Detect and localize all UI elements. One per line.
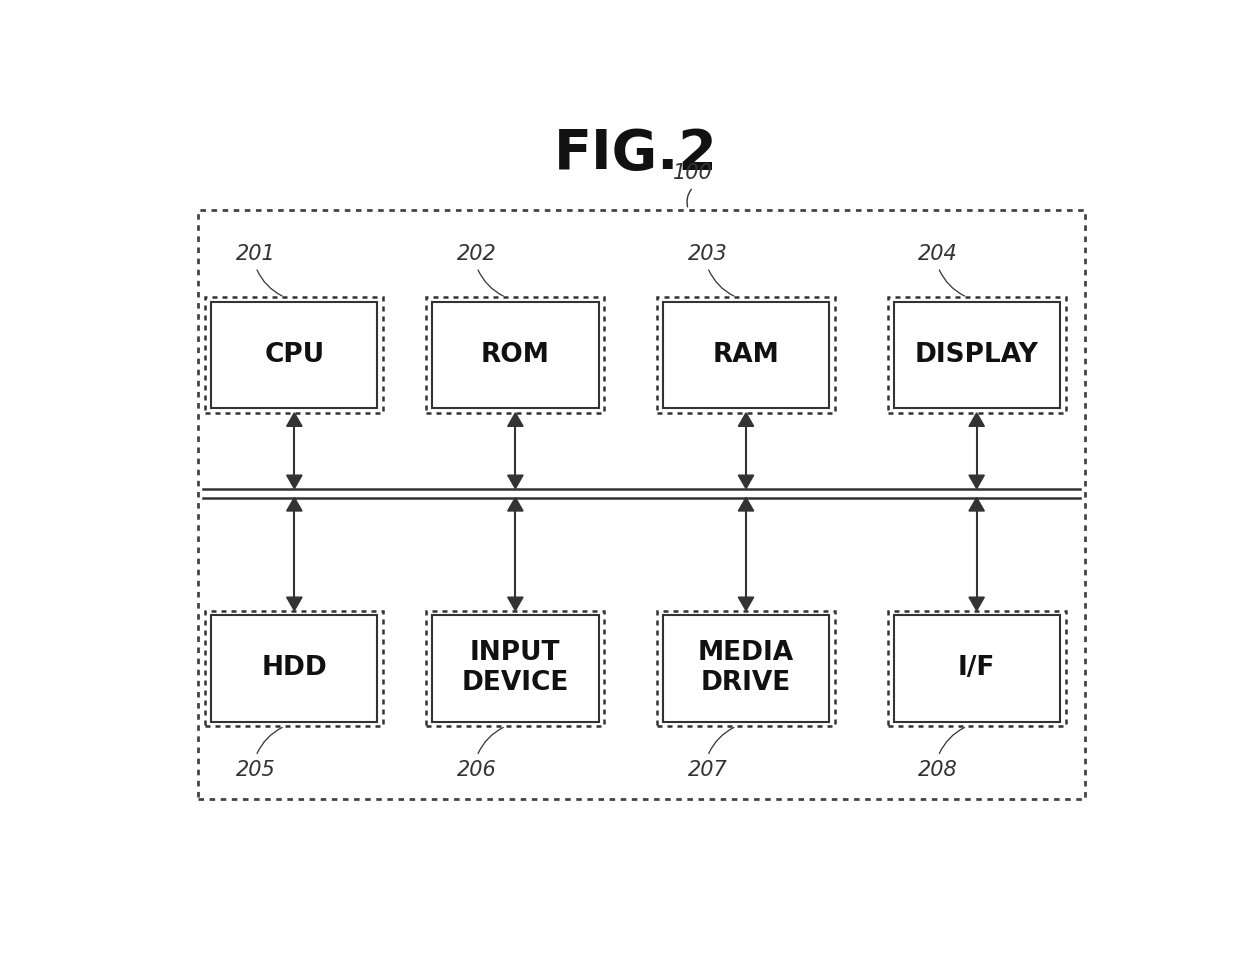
Text: INPUT
DEVICE: INPUT DEVICE bbox=[461, 641, 569, 697]
Polygon shape bbox=[507, 597, 523, 610]
Bar bbox=[427, 610, 604, 726]
Text: 208: 208 bbox=[919, 760, 959, 780]
Bar bbox=[211, 301, 377, 408]
Bar bbox=[663, 615, 830, 722]
Bar bbox=[657, 297, 835, 413]
Bar bbox=[206, 297, 383, 413]
Bar bbox=[888, 297, 1065, 413]
Polygon shape bbox=[968, 475, 985, 488]
Text: 207: 207 bbox=[688, 760, 728, 780]
Polygon shape bbox=[968, 597, 985, 610]
Polygon shape bbox=[738, 475, 754, 488]
Bar bbox=[894, 615, 1060, 722]
Bar bbox=[433, 615, 599, 722]
Polygon shape bbox=[507, 413, 523, 426]
Polygon shape bbox=[286, 413, 303, 426]
Text: 201: 201 bbox=[236, 243, 275, 264]
Text: DISPLAY: DISPLAY bbox=[915, 342, 1039, 368]
Bar bbox=[894, 301, 1060, 408]
Polygon shape bbox=[968, 497, 985, 511]
Polygon shape bbox=[738, 497, 754, 511]
Text: 206: 206 bbox=[458, 760, 497, 780]
Bar bbox=[663, 301, 830, 408]
Polygon shape bbox=[738, 413, 754, 426]
Polygon shape bbox=[507, 497, 523, 511]
Text: 202: 202 bbox=[458, 243, 497, 264]
Bar bbox=[198, 209, 1085, 799]
Text: 203: 203 bbox=[688, 243, 728, 264]
Text: 100: 100 bbox=[673, 164, 713, 183]
Polygon shape bbox=[507, 475, 523, 488]
Bar bbox=[206, 610, 383, 726]
Bar bbox=[888, 610, 1065, 726]
Bar bbox=[427, 297, 604, 413]
Bar bbox=[211, 615, 377, 722]
Polygon shape bbox=[286, 597, 303, 610]
Bar bbox=[657, 610, 835, 726]
Text: 204: 204 bbox=[919, 243, 959, 264]
Text: FIG.2: FIG.2 bbox=[553, 127, 718, 180]
Text: MEDIA
DRIVE: MEDIA DRIVE bbox=[698, 641, 794, 697]
Text: 205: 205 bbox=[236, 760, 275, 780]
Text: ROM: ROM bbox=[481, 342, 549, 368]
Text: I/F: I/F bbox=[959, 655, 996, 681]
Text: HDD: HDD bbox=[262, 655, 327, 681]
Polygon shape bbox=[738, 597, 754, 610]
Text: CPU: CPU bbox=[264, 342, 325, 368]
Text: RAM: RAM bbox=[713, 342, 780, 368]
Polygon shape bbox=[286, 497, 303, 511]
Bar bbox=[433, 301, 599, 408]
Polygon shape bbox=[968, 413, 985, 426]
Polygon shape bbox=[286, 475, 303, 488]
